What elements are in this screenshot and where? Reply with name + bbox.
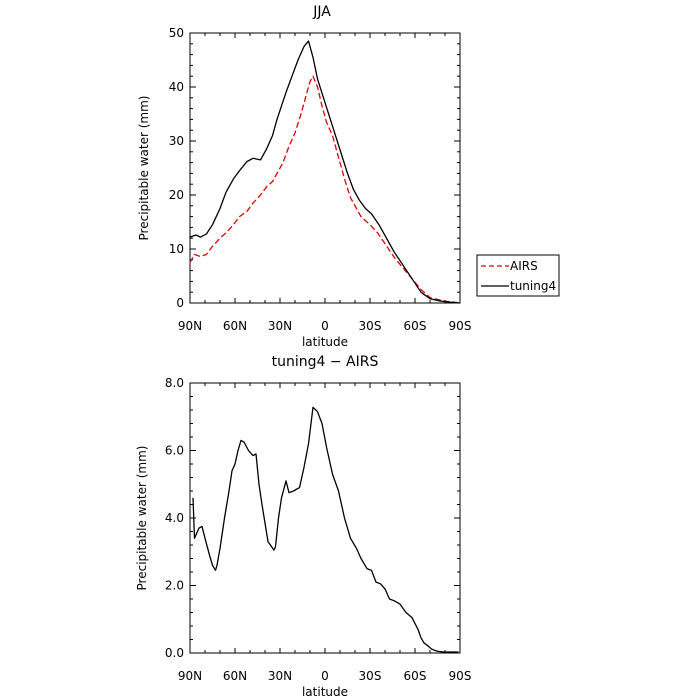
top-x-tick-label: 30S bbox=[359, 319, 382, 333]
bottom-series-line-difference bbox=[192, 406, 459, 653]
top-y-tick-label: 50 bbox=[169, 26, 184, 40]
bottom-x-tick-label: 90S bbox=[449, 669, 472, 683]
legend-label-tuning4: tuning4 bbox=[510, 279, 556, 293]
bottom-y-tick-label: 6.0 bbox=[165, 444, 184, 458]
top-chart-title: JJA bbox=[312, 4, 331, 20]
top-plot-frame bbox=[189, 32, 461, 304]
bottom-y-tick-label: 8.0 bbox=[165, 376, 184, 390]
bottom-plot-frame bbox=[189, 382, 461, 654]
bottom-x-tick-label: 30N bbox=[268, 669, 292, 683]
bottom-chart-title: tuning4 − AIRS bbox=[272, 354, 379, 370]
legend-box bbox=[476, 254, 560, 297]
top-y-axis-label: Precipitable water (mm) bbox=[137, 96, 151, 241]
top-y-tick-label: 0 bbox=[176, 296, 184, 310]
top-x-axis-label: latitude bbox=[302, 335, 348, 349]
bottom-x-tick-label: 60N bbox=[223, 669, 247, 683]
top-y-tick-label: 40 bbox=[169, 80, 184, 94]
bottom-x-tick-label: 60S bbox=[404, 669, 427, 683]
bottom-x-axis-label: latitude bbox=[302, 685, 348, 699]
legend: AIRS tuning4 bbox=[476, 254, 560, 297]
top-x-tick-label: 30N bbox=[268, 319, 292, 333]
top-x-tick-label: 60S bbox=[404, 319, 427, 333]
bottom-x-tick-label: 30S bbox=[359, 669, 382, 683]
bottom-y-tick-label: 0.0 bbox=[165, 646, 184, 660]
top-x-tick-label: 0 bbox=[321, 319, 329, 333]
bottom-x-tick-label: 90N bbox=[178, 669, 202, 683]
bottom-y-tick-label: 4.0 bbox=[165, 511, 184, 525]
top-x-tick-label: 90N bbox=[178, 319, 202, 333]
bottom-x-tick-label: 0 bbox=[321, 669, 329, 683]
top-y-tick-label: 30 bbox=[169, 134, 184, 148]
top-y-tick-label: 20 bbox=[169, 188, 184, 202]
bottom-y-axis-label: Precipitable water (mm) bbox=[135, 446, 149, 591]
top-series-line-tuning4 bbox=[189, 40, 461, 304]
top-series-line-airs bbox=[189, 75, 461, 304]
bottom-y-tick-label: 2.0 bbox=[165, 579, 184, 593]
top-y-tick-label: 10 bbox=[169, 242, 184, 256]
legend-label-airs: AIRS bbox=[510, 259, 538, 273]
top-x-tick-label: 60N bbox=[223, 319, 247, 333]
top-x-tick-label: 90S bbox=[449, 319, 472, 333]
